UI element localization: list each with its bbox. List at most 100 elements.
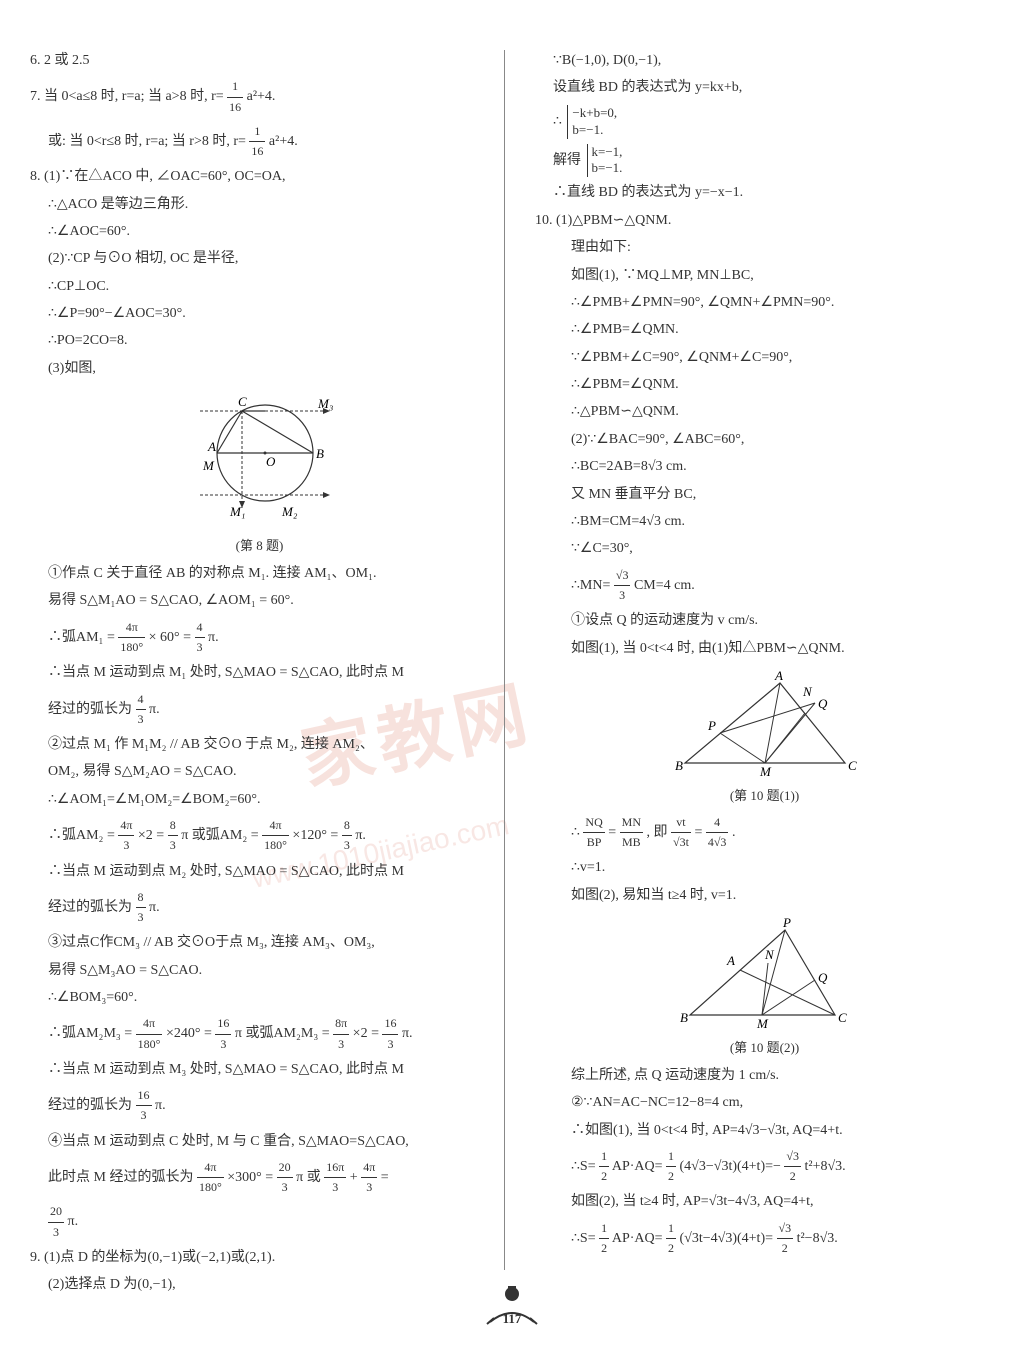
p10-1e: ∵∠PBM+∠C=90°, ∠QNM+∠C=90°, (535, 347, 994, 369)
text: ∴弧AM₂M₃ = (48, 1026, 136, 1041)
p8-step3d: ∴弧AM₂M₃ = 4π180° ×240° = 163 π 或弧AM₂M₃ =… (30, 1014, 489, 1053)
text: t²+8√3. (805, 1159, 846, 1174)
p10-1a: 理由如下: (535, 237, 994, 259)
p8-step3c: ∴∠BOM₃=60°. (30, 987, 489, 1009)
text: ×2 = (353, 1026, 383, 1041)
svg-text:Q: Q (818, 696, 828, 711)
problem-7-b: 或: 当 0<r≤8 时, r=a; 当 r>8 时, r= 116 a²+4. (30, 122, 489, 161)
problem-9-1: 9. (1)点 D 的坐标为(0,−1)或(−2,1)或(2,1). (30, 1247, 489, 1269)
text: π 或弧AM₂M₃ = (235, 1026, 333, 1041)
svg-text:C: C (238, 394, 247, 409)
p10-eq: ∴ NQBP = MNMB , 即 vt√3t = 44√3 . (535, 813, 994, 852)
text: 经过的弧长为 (48, 702, 132, 717)
svg-text:C: C (838, 1010, 847, 1025)
p8-step4b: 此时点 M 经过的弧长为 4π180° ×300° = 203 π 或 16π3… (30, 1158, 489, 1197)
p8-step2a: ②过点 M₁ 作 M₁M₂ // AB 交⊙O 于点 M₂, 连接 AM₂、 (30, 734, 489, 756)
fraction: 4π180° (197, 1158, 224, 1197)
fraction: 163 (382, 1014, 398, 1053)
p10-2d: ∴BM=CM=4√3 cm. (535, 511, 994, 533)
text: ∴弧AM₁ = (48, 630, 118, 645)
text: π. (155, 1098, 166, 1113)
text: π. (355, 828, 366, 843)
fraction: 43 (195, 618, 205, 657)
fraction: MNMB (620, 813, 643, 852)
svg-text:B: B (316, 446, 324, 461)
figure-8-diagram: C M₃ A B O M M₁ M₂ (30, 388, 489, 528)
p8-step1c: ∴弧AM₁ = 4π180° × 60° = 43 π. (30, 618, 489, 657)
p10-s2a: ②∵AN=AC−NC=12−8=4 cm, (535, 1092, 994, 1114)
svg-text:M: M (756, 1016, 769, 1030)
p8-step2f: 经过的弧长为 83 π. (30, 888, 489, 927)
fraction: 203 (277, 1158, 293, 1197)
p8-step4a: ④当点 M 运动到点 C 处时, M 与 C 重合, S△MAO=S△CAO, (30, 1131, 489, 1153)
text: ∴S= (571, 1159, 596, 1174)
text: 此时点 M 经过的弧长为 (48, 1170, 193, 1185)
svg-text:A: A (774, 668, 783, 683)
svg-text:M: M (202, 458, 215, 473)
p10-2f: ∴MN= √33 CM=4 cm. (535, 566, 994, 605)
text: π. (208, 630, 219, 645)
p8-step1d: ∴当点 M 运动到点 M₁ 处时, S△MAO = S△CAO, 此时点 M (30, 662, 489, 684)
text: π. (68, 1214, 79, 1229)
p8-step1b: 易得 S△M₁AO = S△CAO, ∠AOM₁ = 60°. (30, 590, 489, 612)
p8-step2b: OM₂, 易得 S△M₂AO = S△CAO. (30, 761, 489, 783)
figure-10-2-caption: (第 10 题(2)) (535, 1038, 994, 1059)
p8-step1e: 经过的弧长为 43 π. (30, 690, 489, 729)
text: a²+4. (269, 134, 298, 149)
figure-8-caption: (第 8 题) (30, 536, 489, 557)
fraction: vt√3t (671, 813, 691, 852)
p10-q3: 如图(2), 易知当 t≥4 时, v=1. (535, 885, 994, 907)
svg-text:M₁: M₁ (229, 504, 245, 519)
brace-system: k=−1, b=−1. (587, 144, 623, 178)
p10-q2: 如图(1), 当 0<t<4 时, 由(1)知△PBM∽△QNM. (535, 638, 994, 660)
fraction: NQBP (583, 813, 604, 852)
text: π. (149, 900, 160, 915)
figure-10-1-caption: (第 10 题(1)) (535, 786, 994, 807)
text: . (732, 825, 736, 840)
p8-step3f: 经过的弧长为 163 π. (30, 1086, 489, 1125)
r2: 设直线 BD 的表达式为 y=kx+b, (535, 77, 994, 99)
text: t²−8√3. (797, 1231, 838, 1246)
fraction: 4π180° (118, 618, 145, 657)
p10-1: 10. (1)△PBM∽△QNM. (535, 210, 994, 232)
text: π 或 (296, 1170, 321, 1185)
problem-8-1a: 8. (1)∵在△ACO 中, ∠OAC=60°, OC=OA, (30, 166, 489, 188)
svg-text:P: P (782, 915, 791, 930)
p10-s2d: 如图(2), 当 t≥4 时, AP=√3t−4√3, AQ=4+t, (535, 1191, 994, 1213)
fraction: 116 (227, 77, 243, 116)
problem-8-3: (3)如图, (30, 358, 489, 380)
problem-8-2b: ∴CP⊥OC. (30, 276, 489, 298)
p10-1b: 如图(1), ∵MQ⊥MP, MN⊥BC, (535, 265, 994, 287)
text: ×300° = (227, 1170, 276, 1185)
problem-8-2d: ∴PO=2CO=8. (30, 330, 489, 352)
text: 经过的弧长为 (48, 1098, 132, 1113)
fraction: 4π180° (262, 816, 289, 855)
problem-6: 6. 2 或 2.5 (30, 50, 489, 72)
fraction: 12 (666, 1147, 676, 1186)
problem-7-a: 7. 当 0<a≤8 时, r=a; 当 a>8 时, r= 116 a²+4. (30, 77, 489, 116)
fraction: 83 (168, 816, 178, 855)
brace-system: −k+b=0, b=−1. (567, 105, 617, 139)
right-column: ∵B(−1,0), D(0,−1), 设直线 BD 的表达式为 y=kx+b, … (525, 50, 994, 1270)
p10-sum: 综上所述, 点 Q 运动速度为 1 cm/s. (535, 1065, 994, 1087)
r3: ∴ −k+b=0, b=−1. (535, 105, 994, 139)
p10-q1: ①设点 Q 的运动速度为 v cm/s. (535, 610, 994, 632)
svg-text:M₂: M₂ (281, 504, 298, 519)
text: (4√3−√3t)(4+t)=− (680, 1159, 781, 1174)
problem-8-2a: (2)∵CP 与⊙O 相切, OC 是半径, (30, 248, 489, 270)
svg-text:M: M (759, 764, 772, 778)
fraction: 116 (249, 122, 265, 161)
p8-step2e: ∴当点 M 运动到点 M₂ 处时, S△MAO = S△CAO, 此时点 M (30, 861, 489, 883)
fraction: √32 (777, 1219, 794, 1258)
fraction: 163 (215, 1014, 231, 1053)
svg-text:B: B (675, 758, 683, 773)
problem-9-2: (2)选择点 D 为(0,−1), (30, 1274, 489, 1296)
fraction: 203 (48, 1202, 64, 1241)
p8-step3a: ③过点C作CM₃ // AB 交⊙O于点 M₃, 连接 AM₃、OM₃, (30, 932, 489, 954)
fraction: 12 (599, 1219, 609, 1258)
fraction: 4π180° (136, 1014, 163, 1053)
p10-v: ∴v=1. (535, 857, 994, 879)
svg-text:P: P (707, 718, 716, 733)
fraction: √33 (614, 566, 631, 605)
p8-step3e: ∴当点 M 运动到点 M₃ 处时, S△MAO = S△CAO, 此时点 M (30, 1059, 489, 1081)
